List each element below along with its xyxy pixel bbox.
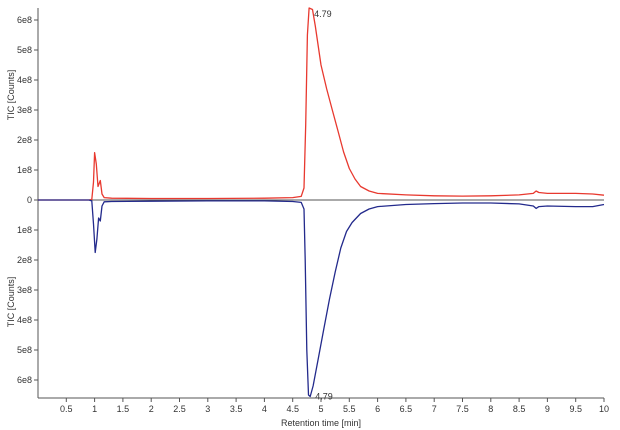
y-tick-label: 5e8 bbox=[17, 45, 32, 55]
y-tick-label: 3e8 bbox=[17, 285, 32, 295]
y-tick-label: 4e8 bbox=[17, 315, 32, 325]
x-tick-label: 7.5 bbox=[456, 404, 469, 414]
x-tick-label: 5.5 bbox=[343, 404, 356, 414]
y-axis-label-top: TIC [Counts] bbox=[6, 70, 16, 121]
x-axis-label: Retention time [min] bbox=[281, 418, 361, 428]
x-tick-group: 0.5 1 1.5 2 2.5 3 3.5 4 4.5 5 5.5 6 6.5 7 7.5 8 8.5 9 9.5 1… bbox=[60, 398, 609, 414]
x-tick-label: 4.5 bbox=[286, 404, 299, 414]
y-tick-label: 5e8 bbox=[17, 345, 32, 355]
y-tick-label: 3e8 bbox=[17, 105, 32, 115]
x-tick-label: 0.5 bbox=[60, 404, 73, 414]
x-tick-label: 3.5 bbox=[230, 404, 243, 414]
x-tick-label: 4 bbox=[262, 404, 267, 414]
x-tick-label: 8 bbox=[488, 404, 493, 414]
y-tick-label: 6e8 bbox=[17, 375, 32, 385]
series-line-top bbox=[38, 7, 605, 201]
x-tick-label: 2.5 bbox=[173, 404, 186, 414]
x-tick-label: 3 bbox=[205, 404, 210, 414]
x-tick-label: 6 bbox=[375, 404, 380, 414]
x-tick-label: 7 bbox=[432, 404, 437, 414]
y-tick-label: 1e8 bbox=[17, 165, 32, 175]
x-tick-label: 10 bbox=[599, 404, 609, 414]
y-tick-label: 6e8 bbox=[17, 15, 32, 25]
y-tick-label: 0 bbox=[27, 195, 32, 205]
series-line-bottom bbox=[38, 199, 605, 398]
y-tick-label: 1e8 bbox=[17, 225, 32, 235]
peak-label: 4.79 bbox=[314, 9, 332, 19]
y-tick-label: 2e8 bbox=[17, 255, 32, 265]
x-tick-label: 1.5 bbox=[117, 404, 130, 414]
y-axis-label-bottom: TIC [Counts] bbox=[6, 277, 16, 328]
x-tick-label: 6.5 bbox=[400, 404, 413, 414]
peak-label: 4.79 bbox=[315, 392, 333, 402]
x-tick-label: 9.5 bbox=[569, 404, 582, 414]
x-tick-label: 9 bbox=[545, 404, 550, 414]
y-tick-group: 6e8 5e8 4e8 3e8 2e8 1e8 0 1e8 2e8 3e8 4e8 5e8 6e8 bbox=[17, 15, 38, 385]
x-tick-label: 2 bbox=[149, 404, 154, 414]
x-tick-label: 5 bbox=[318, 404, 323, 414]
x-tick-label: 8.5 bbox=[513, 404, 526, 414]
x-tick-label: 1 bbox=[92, 404, 97, 414]
series-layer bbox=[38, 7, 605, 398]
y-tick-label: 4e8 bbox=[17, 75, 32, 85]
peak-annotations: 4.79 4.79 bbox=[314, 9, 333, 402]
y-tick-label: 2e8 bbox=[17, 135, 32, 145]
